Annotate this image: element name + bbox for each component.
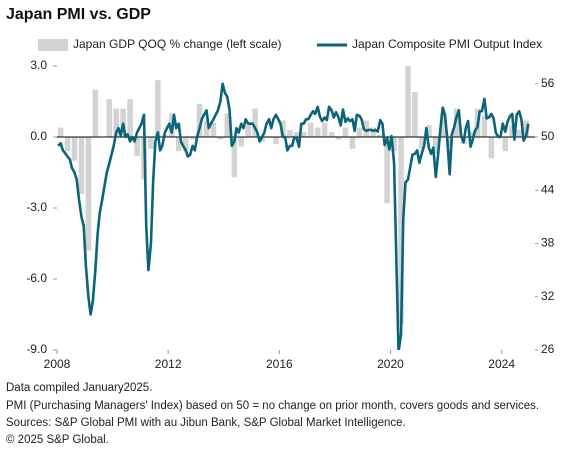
bar: [523, 120, 529, 137]
y2-tick-label: 44: [541, 182, 555, 196]
bar: [328, 132, 335, 137]
y-tick-label: -3.0: [26, 200, 47, 214]
note: PMI (Purchasing Managers' Index) based o…: [6, 400, 539, 412]
bar: [335, 137, 342, 140]
bar: [134, 137, 140, 156]
chart-title: Japan PMI vs. GDP: [6, 6, 151, 23]
bar: [217, 137, 224, 140]
bar: [196, 103, 203, 137]
bar: [182, 137, 189, 152]
bar: [509, 125, 516, 137]
x-tick-label: 2024: [488, 357, 515, 371]
bar: [488, 137, 495, 159]
y2-tick-label: 32: [541, 289, 555, 303]
bar: [127, 99, 133, 137]
bar: [252, 108, 258, 137]
bar: [363, 120, 370, 137]
bar: [502, 137, 509, 152]
note: © 2025 S&P Global.: [6, 434, 109, 446]
bar: [391, 137, 397, 152]
y2-tick-label: 26: [541, 342, 555, 356]
y-tick-label: 3.0: [30, 58, 47, 72]
x-tick-label: 2008: [44, 357, 71, 371]
bar: [203, 120, 210, 137]
bars: [57, 66, 535, 324]
bar: [224, 113, 231, 137]
lines: [57, 82, 530, 350]
bar: [71, 137, 78, 161]
bar: [370, 127, 377, 137]
bar: [280, 120, 286, 137]
bar: [342, 127, 349, 137]
bar: [384, 137, 390, 204]
bar: [446, 137, 453, 147]
bar: [106, 99, 113, 137]
bar: [245, 125, 251, 137]
bar: [113, 108, 119, 137]
bar: [294, 132, 300, 137]
bar: [273, 137, 279, 145]
bar: [426, 125, 432, 137]
bar: [419, 137, 425, 149]
bar: [398, 137, 404, 324]
bar: [439, 113, 446, 137]
legend-label: Japan Composite PMI Output Index: [352, 37, 542, 51]
bar: [300, 132, 307, 137]
bar: [481, 115, 488, 137]
legend-label: Japan GDP QOQ % change (left scale): [73, 37, 282, 51]
y2-tick-label: 50: [541, 129, 555, 143]
bar: [155, 80, 161, 137]
bar: [78, 137, 85, 194]
bar: [57, 127, 64, 137]
bar: [377, 134, 384, 137]
y2-tick-label: 56: [541, 76, 555, 90]
bar: [321, 122, 328, 137]
bar: [148, 137, 154, 149]
bar: [189, 137, 196, 140]
bar: [210, 122, 217, 137]
y-tick-label: 0.0: [30, 129, 47, 143]
bar: [516, 129, 522, 137]
bar: [64, 137, 71, 152]
y2-tick-label: 38: [541, 236, 555, 250]
x-tick-label: 2012: [155, 357, 182, 371]
pmi-line: [57, 82, 530, 350]
note: Data compiled January2025.: [6, 382, 152, 394]
bar: [349, 137, 356, 149]
bar: [231, 137, 238, 178]
legend-swatch: [38, 39, 68, 51]
x-tick-label: 2016: [266, 357, 293, 371]
y-tick-label: -9.0: [26, 342, 47, 356]
note: Sources: S&P Global PMI with au Jibun Ba…: [6, 417, 406, 429]
bar: [356, 127, 363, 137]
bar: [412, 92, 418, 137]
bar: [92, 89, 99, 137]
bar: [405, 66, 411, 138]
bar: [238, 137, 245, 147]
bar: [314, 127, 321, 137]
bar: [453, 108, 460, 137]
bar: [307, 122, 314, 137]
bar: [175, 137, 182, 152]
legend: Japan GDP QOQ % change (left scale) Japa…: [38, 37, 542, 51]
bar: [287, 129, 293, 137]
x-tick-label: 2020: [377, 357, 404, 371]
y-tick-label: -6.0: [26, 271, 47, 285]
bar: [432, 137, 439, 154]
bar: [85, 137, 92, 251]
